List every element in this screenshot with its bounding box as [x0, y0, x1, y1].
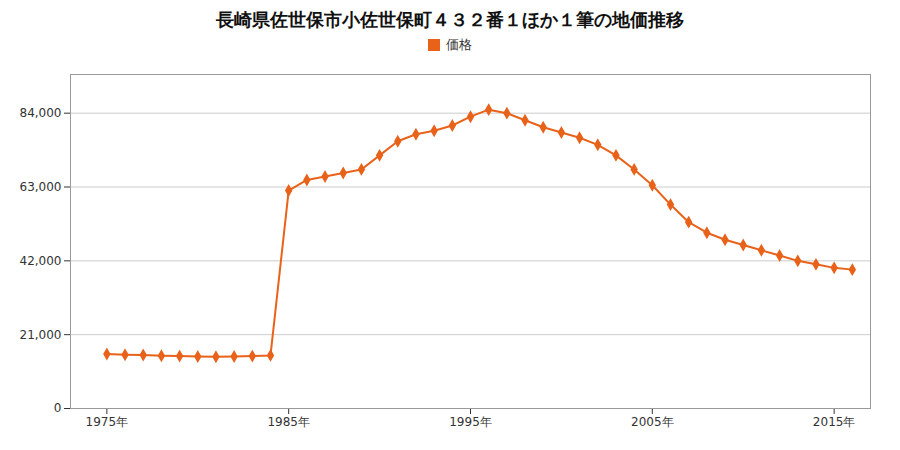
svg-text:63,000: 63,000: [20, 180, 62, 194]
html-text:長崎県佐世保市小佐世保町４３２番１ほか１筆の地価推移: 長崎県佐世保市小佐世保町４３２番１ほか１筆の地価推移: [216, 9, 684, 30]
svg-text:21,000: 21,000: [20, 328, 62, 342]
svg-text:1985年: 1985年: [267, 415, 310, 429]
html-text:価格: 価格: [446, 37, 472, 52]
svg-text:42,000: 42,000: [20, 254, 62, 268]
svg-text:0: 0: [54, 401, 62, 415]
svg-text:1975年: 1975年: [86, 415, 129, 429]
svg-text:2005年: 2005年: [631, 415, 674, 429]
svg-text:2015年: 2015年: [813, 415, 856, 429]
svg-text:1995年: 1995年: [449, 415, 492, 429]
svg-text:84,000: 84,000: [20, 106, 62, 120]
